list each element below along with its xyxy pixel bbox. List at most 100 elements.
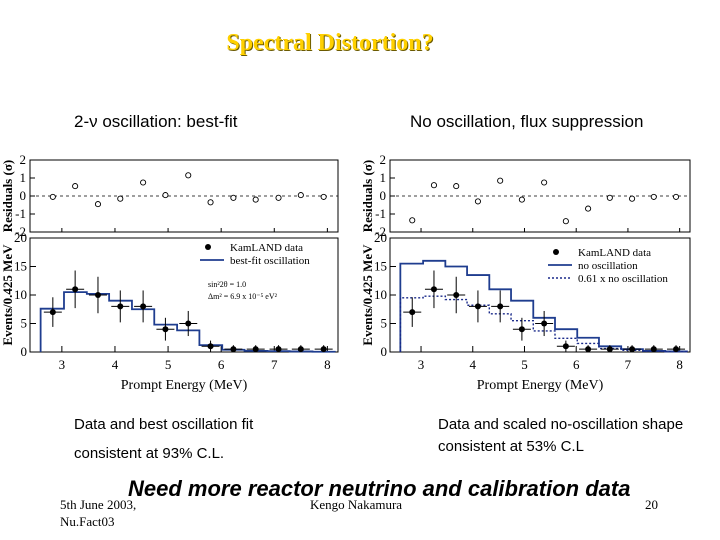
x-tick-label: 7 <box>271 357 278 372</box>
left-panel-title: 2-ν oscillation: best-fit <box>74 112 238 131</box>
data-point <box>320 346 327 353</box>
residual-point <box>562 218 569 225</box>
data-point <box>49 309 56 316</box>
residual-point <box>497 177 504 184</box>
legend-data-marker <box>553 249 559 255</box>
left-caption-line1: Data and best oscillation fit <box>74 416 254 433</box>
x-tick-label: 3 <box>418 357 425 372</box>
data-point <box>297 346 304 353</box>
residual-point <box>49 193 56 200</box>
residual-point <box>297 192 304 199</box>
data-point <box>275 346 282 353</box>
events-tick-label: 15 <box>14 259 27 274</box>
data-point <box>185 320 192 327</box>
right-caption: Data and scaled no-oscillation shape con… <box>438 416 684 455</box>
x-tick-label: 6 <box>218 357 225 372</box>
residual-point <box>585 205 592 212</box>
scaled-prediction-histogram <box>399 295 688 353</box>
data-point <box>497 303 504 310</box>
data-point <box>585 346 592 353</box>
residual-point <box>320 193 327 200</box>
residual-tick-label: -2 <box>15 224 26 239</box>
residual-tick-label: -2 <box>375 224 386 239</box>
residual-tick-label: 1 <box>20 170 27 185</box>
x-tick-label: 5 <box>521 357 528 372</box>
residual-point <box>117 195 124 202</box>
data-point <box>140 303 147 310</box>
right-panel-title: No oscillation, flux suppression <box>410 112 644 131</box>
x-axis-label: Prompt Energy (MeV) <box>121 378 248 393</box>
residual-point <box>409 217 416 224</box>
events-tick-label: 20 <box>14 230 27 245</box>
data-point <box>562 343 569 350</box>
fit-parameter-label: sin²2θ = 1.0 <box>208 280 246 289</box>
residual-point <box>185 172 192 179</box>
events-tick-label: 20 <box>374 230 387 245</box>
residual-point <box>72 183 79 190</box>
residual-point <box>430 182 438 189</box>
events-tick-label: 0 <box>21 344 28 359</box>
residual-point <box>650 193 657 200</box>
residual-tick-label: 2 <box>380 152 387 167</box>
residual-point <box>606 194 613 201</box>
residual-tick-label: -1 <box>15 206 26 221</box>
residual-point <box>275 194 282 201</box>
residual-point <box>162 192 169 199</box>
residual-point <box>252 196 259 203</box>
residual-point <box>207 199 214 206</box>
footer-author: Kengo Nakamura <box>310 497 403 512</box>
fit-parameter-label: Δm² = 6.9 x 10⁻⁵ eV² <box>208 292 278 301</box>
x-tick-label: 6 <box>573 357 580 372</box>
residual-point <box>541 179 548 186</box>
residual-point <box>94 201 102 208</box>
x-tick-label: 8 <box>676 357 683 372</box>
events-axis-label: Events/0.425 MeV <box>360 244 375 346</box>
data-point <box>409 309 416 316</box>
left-caption-line2: consistent at 93% C.L. <box>74 445 225 462</box>
data-point <box>474 303 481 310</box>
legend-line-label: no oscillation <box>578 260 638 272</box>
events-tick-label: 0 <box>381 344 388 359</box>
x-tick-label: 5 <box>165 357 172 372</box>
data-point <box>252 346 259 353</box>
events-axis-label: Events/0.425 MeV <box>0 244 15 346</box>
residual-tick-label: 0 <box>20 188 27 203</box>
residual-point <box>453 183 460 190</box>
x-tick-label: 8 <box>324 357 331 372</box>
residual-point <box>518 196 525 203</box>
residual-point <box>672 193 680 200</box>
data-point <box>72 286 79 293</box>
legend-data-label: KamLAND data <box>578 247 651 259</box>
data-point <box>117 303 124 310</box>
data-point <box>606 346 613 353</box>
footer-date: 5th June 2003, <box>60 497 137 512</box>
data-point <box>541 320 548 327</box>
legend-data-marker <box>205 244 211 250</box>
data-point <box>94 292 101 298</box>
residual-point <box>230 194 237 201</box>
events-tick-label: 15 <box>374 259 387 274</box>
x-axis-label: Prompt Energy (MeV) <box>477 378 604 393</box>
footer-conference: Nu.Fact03 <box>60 514 115 529</box>
residual-axis-label: Residuals (σ) <box>360 160 375 232</box>
page-number: 20 <box>645 497 658 512</box>
legend-data-label: KamLAND data <box>230 242 303 254</box>
data-point <box>629 346 636 353</box>
residual-point <box>474 198 481 205</box>
residual-point <box>629 195 636 202</box>
conclusion-note: Need more reactor neutrino and calibrati… <box>128 476 631 501</box>
data-point <box>453 292 460 298</box>
residual-axis-label: Residuals (σ) <box>0 160 15 232</box>
events-tick-label: 5 <box>381 316 388 331</box>
data-point <box>207 343 214 350</box>
residual-tick-label: 2 <box>20 152 27 167</box>
data-point <box>650 346 657 353</box>
events-tick-label: 5 <box>21 316 28 331</box>
legend-dotted-label: 0.61 x no oscillation <box>578 273 668 285</box>
data-point <box>162 326 169 333</box>
x-tick-label: 7 <box>625 357 632 372</box>
legend-line-label: best-fit oscillation <box>230 255 310 267</box>
data-point <box>430 286 437 293</box>
